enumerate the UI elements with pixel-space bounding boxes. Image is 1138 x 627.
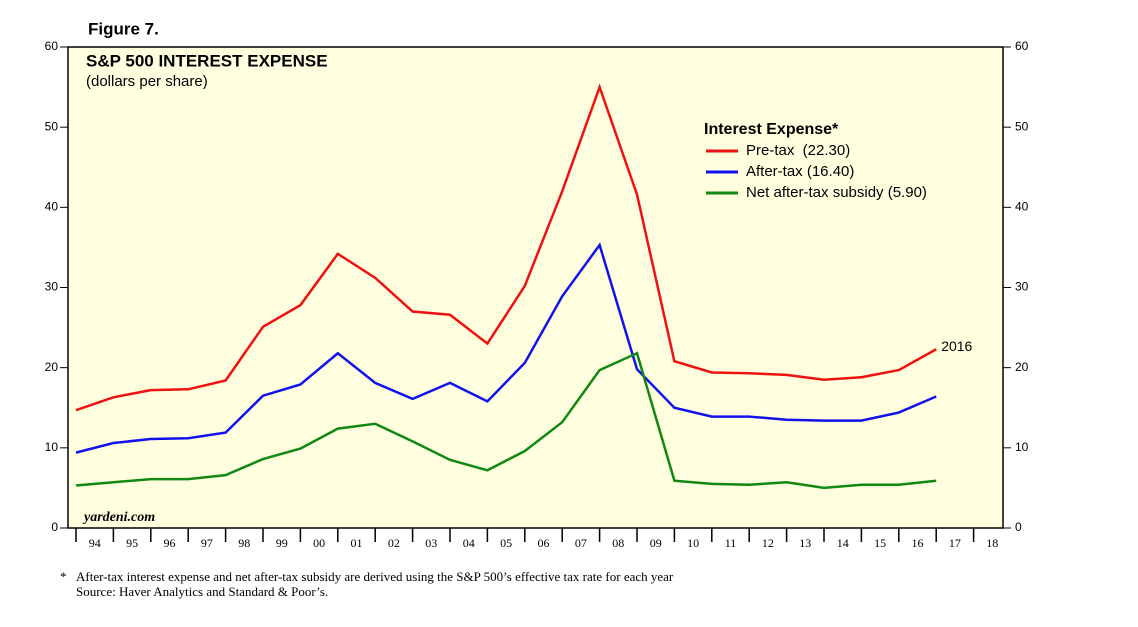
x-tick-label: 94 (89, 536, 101, 550)
watermark: yardeni.com (82, 510, 155, 525)
y2-tick-label: 20 (1015, 360, 1029, 374)
footnote-marker: * (60, 569, 67, 584)
legend-label: After-tax (16.40) (746, 163, 854, 180)
chart-title: S&P 500 INTEREST EXPENSE (86, 51, 328, 70)
series-line (75, 351, 937, 490)
plot-area (67, 46, 1004, 529)
x-tick-label: 95 (126, 536, 138, 550)
y2-tick-label: 40 (1015, 200, 1029, 214)
x-tick-label: 07 (575, 536, 587, 550)
x-tick-label: 97 (201, 536, 213, 550)
y2-tick-label: 10 (1015, 440, 1029, 454)
y-tick-label: 30 (45, 280, 59, 294)
series-line (75, 242, 937, 454)
y-tick-label: 10 (45, 440, 59, 454)
x-tick-label: 00 (313, 536, 325, 550)
legend-label: Pre-tax (22.30) (746, 142, 850, 159)
x-tick-label: 16 (912, 536, 924, 550)
x-tick-label: 14 (837, 536, 849, 550)
y2-tick-label: 0 (1015, 520, 1022, 534)
y-tick-label: 50 (45, 119, 59, 133)
x-tick-label: 03 (425, 536, 437, 550)
source: Source: Haver Analytics and Standard & P… (76, 584, 328, 599)
footnote: After-tax interest expense and net after… (76, 569, 674, 584)
x-tick-label: 18 (986, 536, 998, 550)
legend-title: Interest Expense* (704, 121, 839, 138)
x-tick-label: 96 (164, 536, 176, 550)
y-tick-label: 60 (45, 39, 59, 53)
annotation: 2016 (941, 338, 972, 354)
chart-subtitle: (dollars per share) (86, 73, 208, 90)
y-tick-label: 40 (45, 200, 59, 214)
x-tick-label: 17 (949, 536, 961, 550)
y-tick-label: 0 (51, 520, 58, 534)
y2-tick-label: 30 (1015, 280, 1029, 294)
x-tick-label: 98 (238, 536, 250, 550)
y-tick-label: 20 (45, 360, 59, 374)
x-tick-label: 01 (351, 536, 363, 550)
x-tick-label: 15 (874, 536, 886, 550)
x-tick-label: 99 (276, 536, 288, 550)
x-tick-label: 05 (500, 536, 512, 550)
x-tick-label: 13 (799, 536, 811, 550)
figure-label: Figure 7. (88, 19, 159, 38)
y2-tick-label: 50 (1015, 119, 1029, 133)
x-tick-label: 12 (762, 536, 774, 550)
legend-label: Net after-tax subsidy (5.90) (746, 184, 927, 201)
x-tick-label: 06 (538, 536, 550, 550)
x-tick-label: 08 (612, 536, 624, 550)
x-tick-label: 04 (463, 536, 475, 550)
x-tick-label: 11 (725, 536, 737, 550)
series-line (75, 83, 937, 412)
y2-tick-label: 60 (1015, 39, 1029, 53)
x-tick-label: 10 (687, 536, 699, 550)
x-tick-label: 02 (388, 536, 400, 550)
x-tick-label: 09 (650, 536, 662, 550)
